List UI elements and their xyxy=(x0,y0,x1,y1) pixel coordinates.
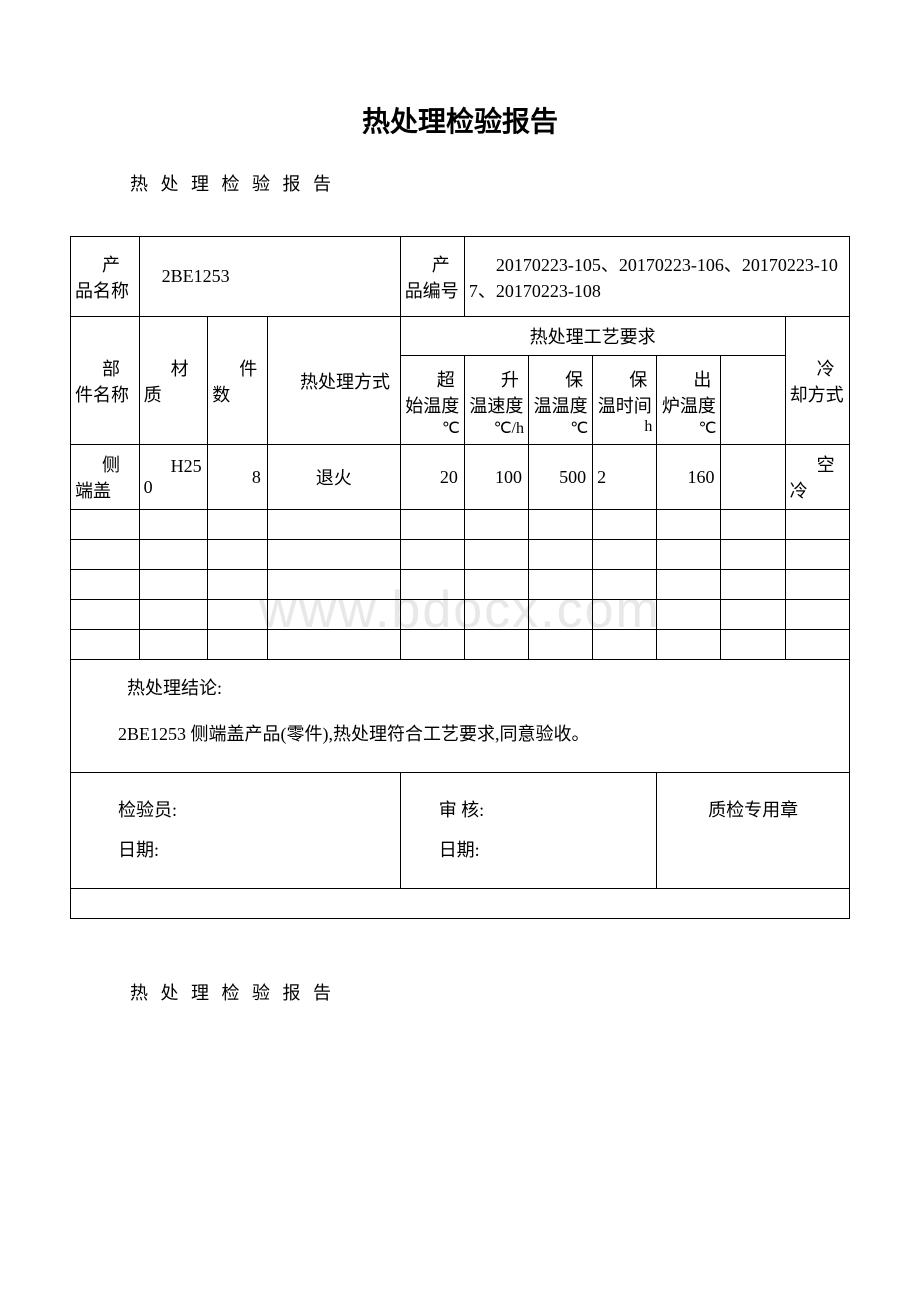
cell-starttemp: 20 xyxy=(400,445,464,510)
col-count: 件数 xyxy=(208,317,268,445)
review-label: 审 核: xyxy=(421,791,637,831)
empty-row-5 xyxy=(71,630,850,660)
empty-row-2 xyxy=(71,540,850,570)
conclusion-label: 热处理结论: xyxy=(91,670,829,706)
last-row xyxy=(71,889,850,919)
review-date: 日期: xyxy=(421,831,637,871)
cell-coolmethod: 空冷 xyxy=(785,445,849,510)
stamp-label: 质检专用章 xyxy=(657,773,850,889)
page-subtitle: 热 处 理 检 验 报 告 xyxy=(130,170,850,196)
sign-row: 检验员: 日期: 审 核: 日期: 质检专用章 xyxy=(71,773,850,889)
col-method: 热处理方式 xyxy=(267,317,400,445)
empty-row-1 xyxy=(71,510,850,540)
empty-row-4 xyxy=(71,600,850,630)
column-header-row-1: 部件名称 材质 件数 热处理方式 热处理工艺要求 冷却方式 xyxy=(71,317,850,356)
product-name-label: 产品名称 xyxy=(71,237,140,317)
col-heatrate: 升温速度 ℃/h xyxy=(464,356,528,445)
col-spacer xyxy=(721,356,785,445)
col-req-header: 热处理工艺要求 xyxy=(400,317,785,356)
cell-heatrate: 100 xyxy=(464,445,528,510)
col-material: 材质 xyxy=(139,317,208,445)
col-partname: 部件名称 xyxy=(71,317,140,445)
col-exittemp: 出炉温度 ℃ xyxy=(657,356,721,445)
product-code-value: 20170223-105、20170223-106、20170223-107、2… xyxy=(464,237,849,317)
empty-row-3 xyxy=(71,570,850,600)
cell-count: 8 xyxy=(208,445,268,510)
conclusion-row: 热处理结论: 2BE1253 侧端盖产品(零件),热处理符合工艺要求,同意验收。 xyxy=(71,660,850,773)
cell-holdtime: 2 xyxy=(593,445,657,510)
data-row-1: 侧端盖 H250 8 退火 20 100 500 2 160 空冷 xyxy=(71,445,850,510)
footer-subtitle: 热 处 理 检 验 报 告 xyxy=(130,979,850,1005)
page-title: 热处理检验报告 xyxy=(70,100,850,140)
conclusion-text: 2BE1253 侧端盖产品(零件),热处理符合工艺要求,同意验收。 xyxy=(91,716,829,752)
col-holdtime: 保温时间 h xyxy=(593,356,657,445)
product-name-value: 2BE1253 xyxy=(139,237,400,317)
cell-holdtemp: 500 xyxy=(529,445,593,510)
cell-spacer xyxy=(721,445,785,510)
cell-material: H250 xyxy=(139,445,208,510)
report-table: 产品名称 2BE1253 产品编号 20170223-105、20170223-… xyxy=(70,236,850,919)
product-header-row: 产品名称 2BE1253 产品编号 20170223-105、20170223-… xyxy=(71,237,850,317)
product-code-label: 产品编号 xyxy=(400,237,464,317)
inspector-date: 日期: xyxy=(91,831,380,871)
inspector-label: 检验员: xyxy=(91,791,380,831)
cell-partname: 侧端盖 xyxy=(71,445,140,510)
cell-method: 退火 xyxy=(267,445,400,510)
col-coolmethod: 冷却方式 xyxy=(785,317,849,445)
cell-exittemp: 160 xyxy=(657,445,721,510)
col-holdtemp: 保温温度 ℃ xyxy=(529,356,593,445)
col-starttemp: 超始温度 ℃ xyxy=(400,356,464,445)
document-content: 热处理检验报告 热 处 理 检 验 报 告 产品名称 2BE1253 产品编号 … xyxy=(70,100,850,1005)
